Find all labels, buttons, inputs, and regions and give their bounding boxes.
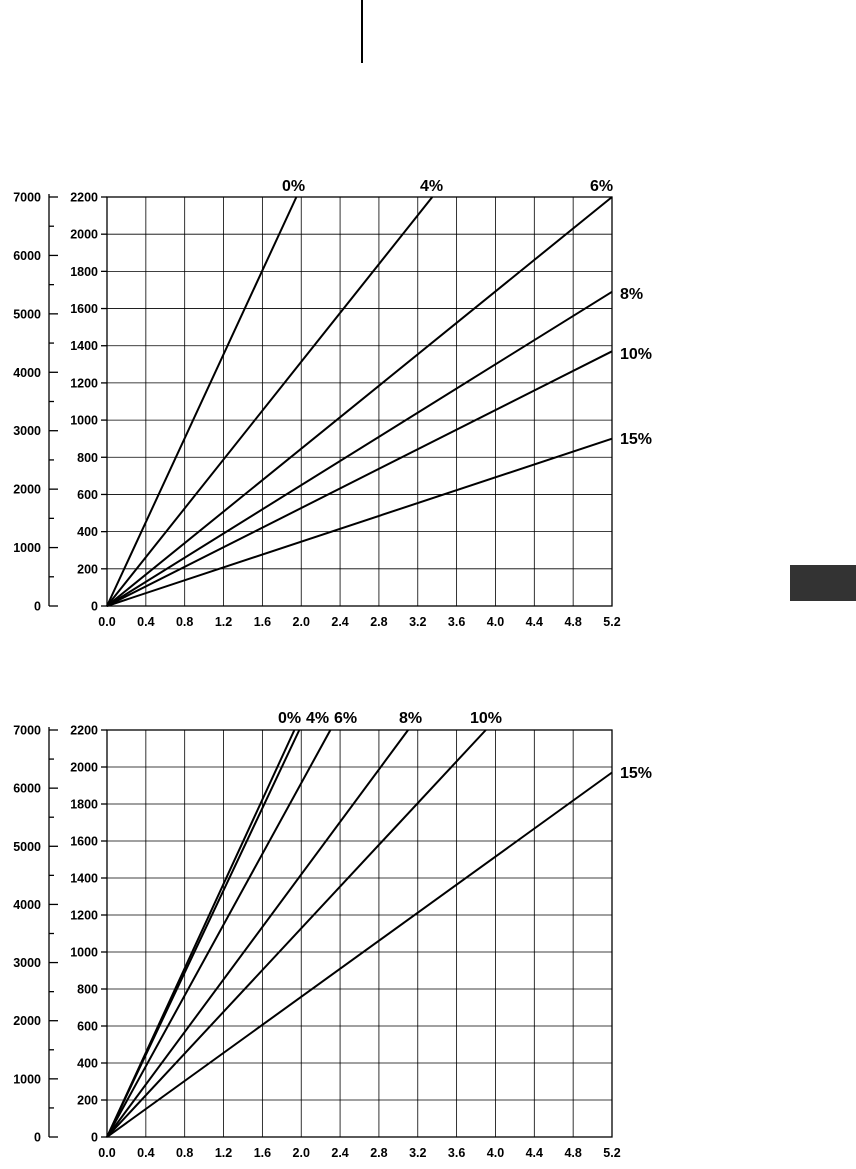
y-tick-label: 400 xyxy=(77,1057,98,1071)
series-line-8pct xyxy=(106,729,409,1138)
x-tick-label: 3.6 xyxy=(448,615,465,629)
x-tick-label: 0.8 xyxy=(176,615,193,629)
series-line-15pct xyxy=(106,771,613,1138)
x-tick-label: 1.6 xyxy=(254,1146,271,1160)
plot-frame xyxy=(106,196,613,607)
x-tick-label: 4.4 xyxy=(526,615,543,629)
plot-frame xyxy=(106,729,613,1138)
chart-bottom: 0 200 400 600 800 1000 1200 1400 1600 1800 2000 220… xyxy=(13,710,652,1160)
y2-tick-label: 2000 xyxy=(13,483,41,497)
y2-tick-label: 4000 xyxy=(13,366,41,380)
y-tick-label: 2200 xyxy=(70,724,98,738)
series-line-0pct xyxy=(106,196,298,607)
series-label-0pct: 0% xyxy=(278,710,301,727)
y-tick-label: 0 xyxy=(91,600,98,614)
series-line-10pct xyxy=(106,729,487,1138)
x-tick-label: 0.0 xyxy=(98,615,115,629)
y2-tick-label: 4000 xyxy=(13,898,41,912)
y2-tick-label: 2000 xyxy=(13,1014,41,1028)
y-tick-label: 1400 xyxy=(70,872,98,886)
y2-tick-label: 0 xyxy=(34,1131,41,1145)
x-tick-label: 2.8 xyxy=(370,1146,387,1160)
y-tick-label: 800 xyxy=(77,451,98,465)
x-tick-label: 0.4 xyxy=(137,1146,154,1160)
y2-tick-label: 6000 xyxy=(13,782,41,796)
series-line-4pct xyxy=(106,196,434,607)
y2-tick-label: 5000 xyxy=(13,307,41,321)
series-line-6pct xyxy=(106,729,332,1138)
series-label-6pct: 6% xyxy=(334,710,357,727)
x-tick-label: 4.8 xyxy=(564,1146,581,1160)
y2-tick-label: 0 xyxy=(34,600,41,614)
y-tick-label: 1800 xyxy=(70,798,98,812)
series-label-8pct: 8% xyxy=(399,710,422,727)
x-tick-label: 1.2 xyxy=(215,1146,232,1160)
x-tick-label: 4.4 xyxy=(526,1146,543,1160)
series-label-4pct: 4% xyxy=(306,710,329,727)
y2-tick-label: 1000 xyxy=(13,1072,41,1086)
y-tick-label: 1600 xyxy=(70,835,98,849)
x-tick-label: 3.2 xyxy=(409,1146,426,1160)
y-tick-label: 200 xyxy=(77,562,98,576)
series-label-0pct: 0% xyxy=(282,178,305,195)
series-label-4pct: 4% xyxy=(420,178,443,195)
y-tick-label: 0 xyxy=(91,1131,98,1145)
y2-tick-label: 7000 xyxy=(13,191,41,205)
y-tick-label: 1000 xyxy=(70,946,98,960)
x-tick-label: 2.0 xyxy=(293,615,310,629)
x-tick-label: 0.4 xyxy=(137,615,154,629)
series-line-8pct xyxy=(106,290,613,607)
y-tick-label: 2000 xyxy=(70,761,98,775)
x-tick-label: 0.8 xyxy=(176,1146,193,1160)
y-tick-label: 1000 xyxy=(70,414,98,428)
series-line-10pct xyxy=(106,350,613,607)
x-tick-label: 4.0 xyxy=(487,1146,504,1160)
x-tick-label: 1.6 xyxy=(254,615,271,629)
x-tick-label: 0.0 xyxy=(98,1146,115,1160)
y2-tick-label: 5000 xyxy=(13,840,41,854)
chart-top: 0 200 400 600 800 1000 1200 1400 1600 1800 2000 220… xyxy=(13,178,652,629)
y-tick-label: 800 xyxy=(77,983,98,997)
x-tick-label: 5.2 xyxy=(603,615,620,629)
y2-tick-label: 3000 xyxy=(13,424,41,438)
y2-tick-label: 3000 xyxy=(13,956,41,970)
y-tick-label: 200 xyxy=(77,1094,98,1108)
y-tick-label: 1800 xyxy=(70,265,98,279)
x-tick-label: 1.2 xyxy=(215,615,232,629)
y-tick-label: 400 xyxy=(77,525,98,539)
y-tick-label: 2000 xyxy=(70,228,98,242)
y-tick-label: 1400 xyxy=(70,339,98,353)
y-tick-label: 1200 xyxy=(70,376,98,390)
series-line-15pct xyxy=(106,437,613,607)
y2-tick-label: 1000 xyxy=(13,541,41,555)
y-tick-label: 2200 xyxy=(70,191,98,205)
series-label-10pct: 10% xyxy=(620,346,652,363)
x-tick-label: 3.6 xyxy=(448,1146,465,1160)
series-label-15pct: 15% xyxy=(620,765,652,782)
x-tick-label: 4.0 xyxy=(487,615,504,629)
y-tick-label: 1200 xyxy=(70,909,98,923)
x-tick-label: 2.8 xyxy=(370,615,387,629)
y-tick-label: 1600 xyxy=(70,302,98,316)
series-label-8pct: 8% xyxy=(620,286,643,303)
x-tick-label: 2.4 xyxy=(331,1146,348,1160)
y-tick-label: 600 xyxy=(77,1020,98,1034)
x-tick-label: 5.2 xyxy=(603,1146,620,1160)
series-line-6pct xyxy=(106,196,613,607)
y2-tick-label: 7000 xyxy=(13,724,41,738)
series-label-15pct: 15% xyxy=(620,431,652,448)
x-tick-label: 2.0 xyxy=(293,1146,310,1160)
y-tick-label: 600 xyxy=(77,488,98,502)
series-label-6pct: 6% xyxy=(590,178,613,195)
x-tick-label: 2.4 xyxy=(331,615,348,629)
y2-tick-label: 6000 xyxy=(13,249,41,263)
edge-tab-marker xyxy=(790,565,856,601)
x-tick-label: 4.8 xyxy=(564,615,581,629)
series-line-4pct xyxy=(106,729,301,1138)
series-label-10pct: 10% xyxy=(470,710,502,727)
x-tick-label: 3.2 xyxy=(409,615,426,629)
